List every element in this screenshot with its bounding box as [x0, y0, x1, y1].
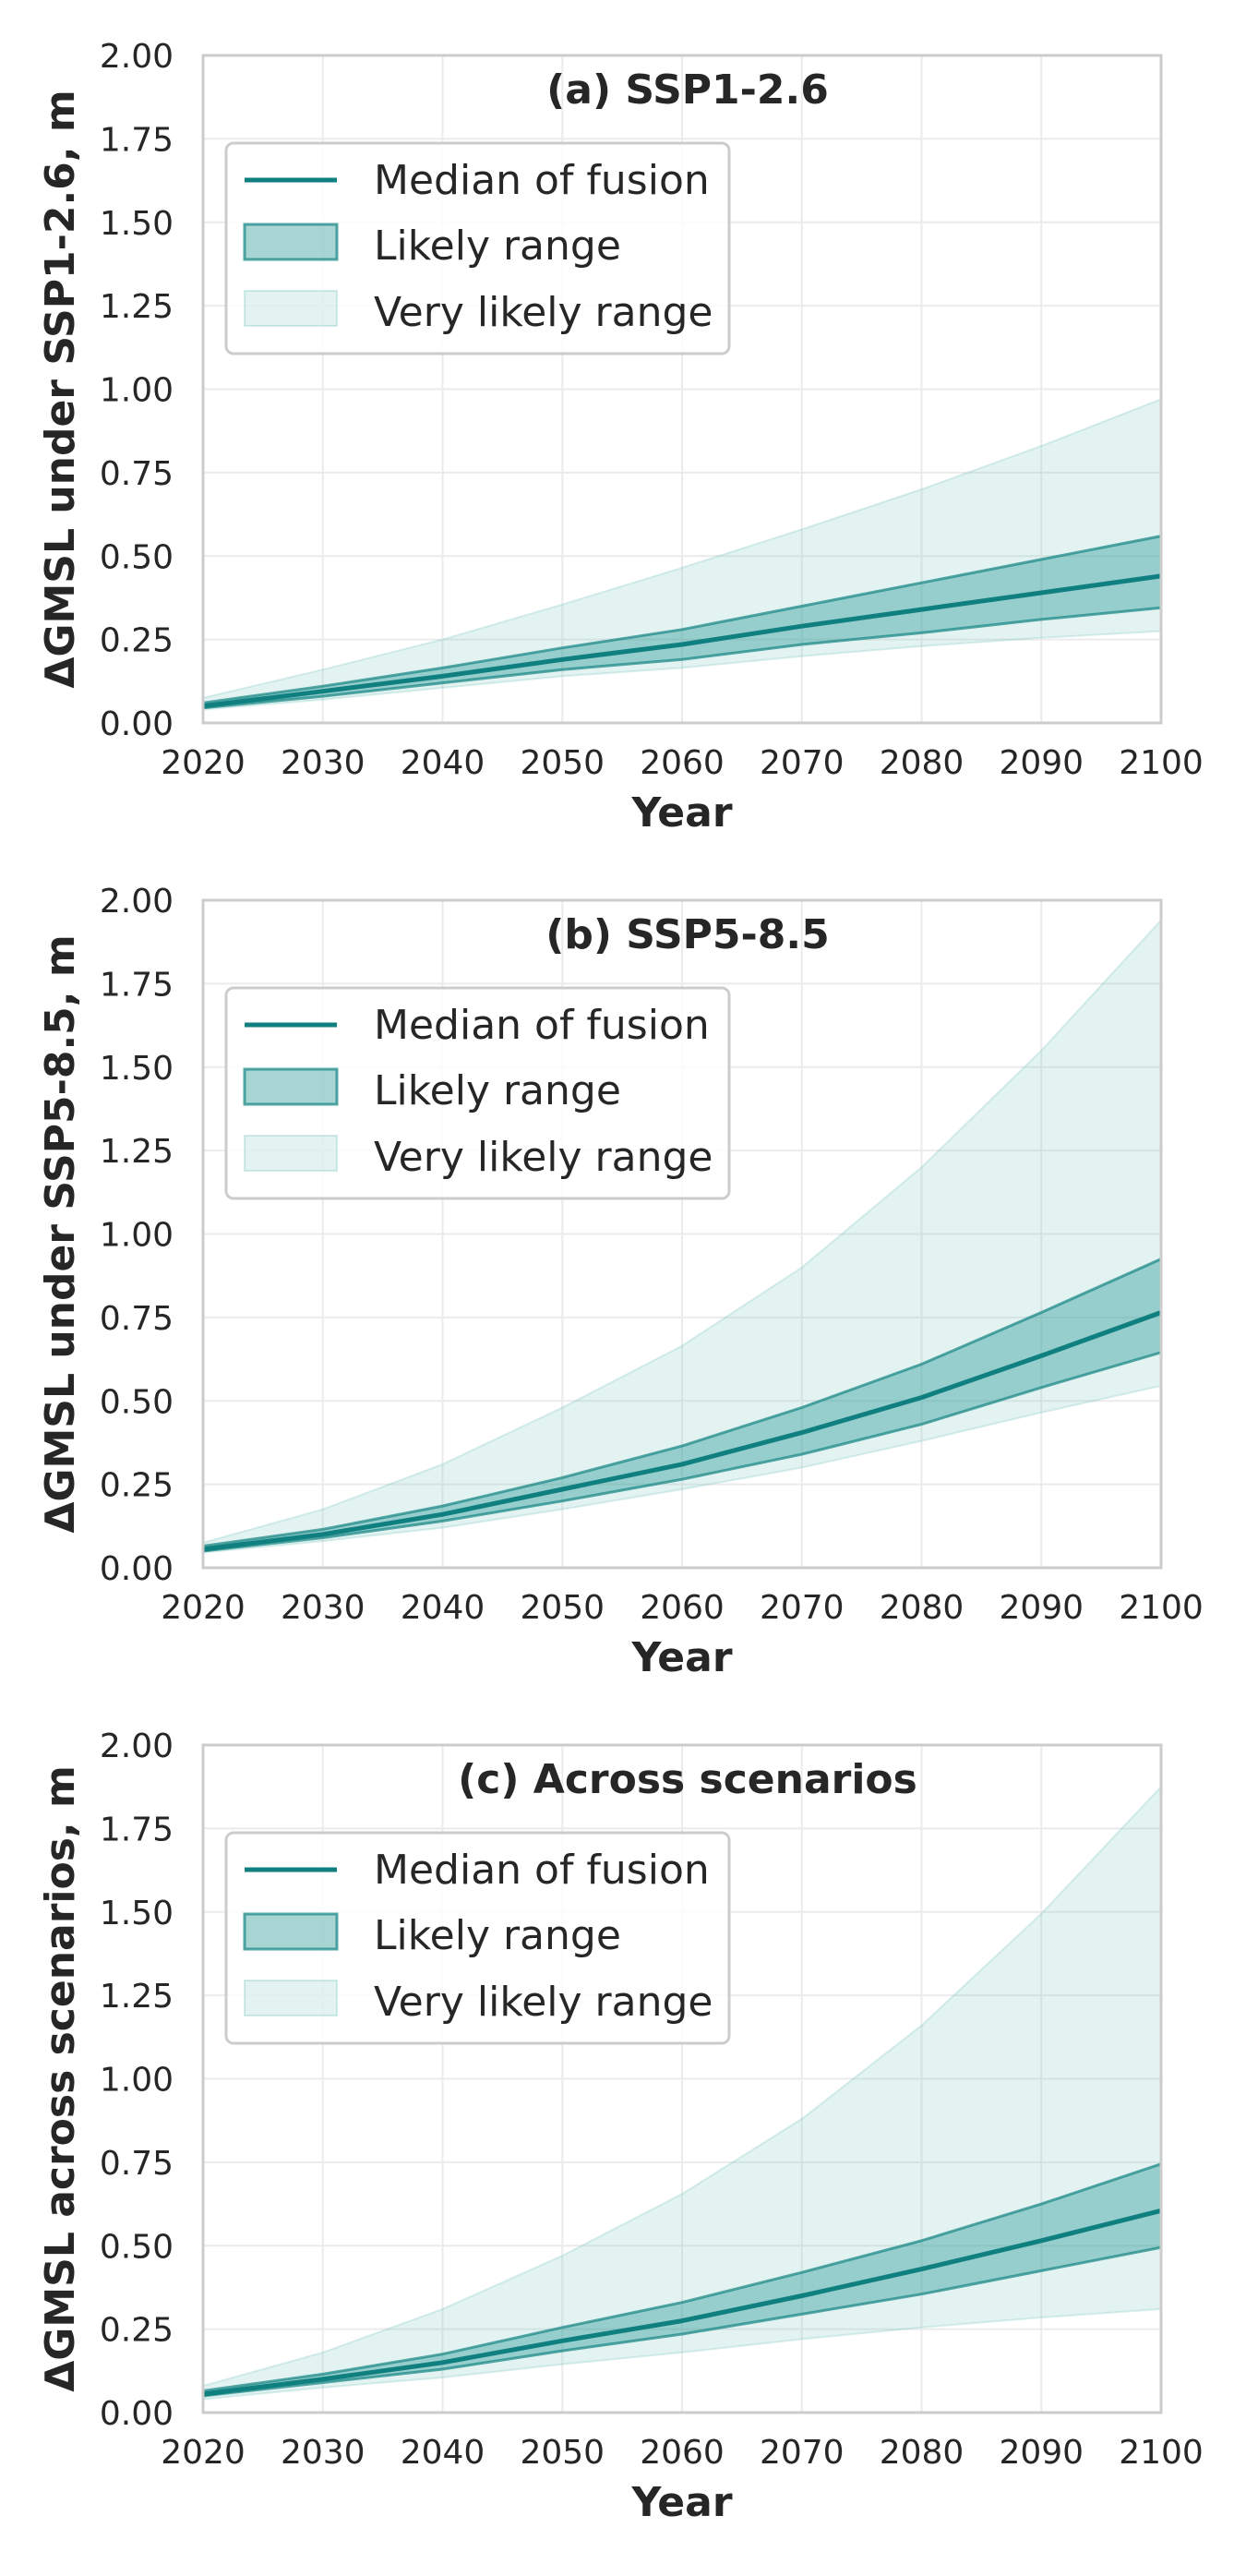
legend-box [224, 141, 731, 355]
legend-very-likely-swatch [244, 1980, 338, 2016]
panel-title: (c) Across scenarios [458, 1756, 917, 1803]
y-tick-label: 0.00 [100, 705, 174, 743]
x-axis-label: Year [630, 789, 732, 837]
y-tick-label: 0.50 [100, 2228, 174, 2266]
y-tick-label: 0.00 [100, 1550, 174, 1588]
y-tick-label: 0.75 [100, 455, 174, 493]
x-tick-label: 2070 [760, 2434, 845, 2472]
x-tick-label: 2040 [401, 744, 485, 782]
legend-median-label: Median of fusion [374, 1847, 710, 1894]
x-tick-label: 2050 [520, 2434, 605, 2472]
y-tick-label: 0.50 [100, 1383, 174, 1421]
y-axis-label: ΔGMSL under SSP5-8.5, m [37, 934, 84, 1533]
y-tick-label: 1.50 [100, 205, 174, 243]
y-axis-label: ΔGMSL under SSP1-2.6, m [37, 90, 84, 688]
y-tick-label: 2.00 [100, 883, 174, 921]
y-tick-label: 1.50 [100, 1050, 174, 1088]
x-tick-label: 2080 [880, 1589, 964, 1627]
y-tick-label: 0.25 [100, 1467, 174, 1505]
x-tick-label: 2050 [520, 1589, 605, 1627]
y-tick-label: 1.25 [100, 1978, 174, 2016]
plot-frame [201, 54, 1163, 725]
legend-median-label: Median of fusion [374, 1002, 710, 1049]
panel-title: (a) SSP1-2.6 [546, 66, 829, 114]
legend-likely-label: Likely range [374, 1912, 621, 1959]
y-tick-label: 1.75 [100, 966, 174, 1004]
legend: Median of fusion Likely range Very likely … [224, 1831, 731, 2045]
x-tick-label: 2080 [880, 2434, 964, 2472]
y-tick-label: 1.00 [100, 372, 174, 410]
x-tick-label: 2100 [1119, 1589, 1204, 1627]
x-tick-label: 2070 [760, 1589, 845, 1627]
x-tick-label: 2050 [520, 744, 605, 782]
x-tick-label: 2020 [161, 744, 246, 782]
x-axis-label: Year [630, 2479, 732, 2526]
legend-very-likely-label: Very likely range [374, 1979, 713, 2026]
panel-2: 0.00 0.25 0.50 0.75 1.00 1.25 1.50 1.75 2.00 2020… [37, 883, 1204, 1681]
legend-likely-swatch [243, 1067, 339, 1106]
legend-median-label: Median of fusion [374, 157, 710, 204]
y-tick-label: 0.75 [100, 2145, 174, 2183]
legend-box [224, 986, 731, 1200]
x-tick-label: 2030 [281, 2434, 365, 2472]
y-tick-label: 1.25 [100, 1133, 174, 1171]
y-tick-label: 1.00 [100, 1217, 174, 1255]
legend-box [224, 1831, 731, 2045]
legend-very-likely-label: Very likely range [374, 1134, 713, 1181]
median-line [202, 573, 1162, 709]
y-tick-label: 0.50 [100, 538, 174, 576]
x-axis-label: Year [630, 1634, 732, 1681]
legend: Median of fusion Likely range Very likely … [224, 986, 731, 1200]
y-tick-label: 1.75 [100, 121, 174, 159]
y-tick-label: 2.00 [100, 38, 174, 76]
x-tick-label: 2030 [281, 744, 365, 782]
median-line [202, 2208, 1162, 2397]
y-tick-label: 1.25 [100, 288, 174, 326]
legend-likely-swatch [243, 223, 339, 261]
panel-title: (b) SSP5-8.5 [545, 911, 830, 958]
x-tick-label: 2100 [1119, 2434, 1204, 2472]
y-tick-label: 0.00 [100, 2395, 174, 2433]
panel-3: 0.00 0.25 0.50 0.75 1.00 1.25 1.50 1.75 2.00 2020… [37, 1727, 1204, 2526]
plot-frame [201, 1743, 1163, 2414]
legend: Median of fusion Likely range Very likely … [224, 141, 731, 355]
x-tick-label: 2090 [999, 2434, 1084, 2472]
y-tick-label: 2.00 [100, 1727, 174, 1765]
x-tick-label: 2020 [161, 1589, 246, 1627]
x-tick-label: 2070 [760, 744, 845, 782]
x-tick-label: 2100 [1119, 744, 1204, 782]
x-tick-label: 2040 [401, 2434, 485, 2472]
y-tick-label: 0.75 [100, 1300, 174, 1338]
x-tick-label: 2080 [880, 744, 964, 782]
x-tick-label: 2030 [281, 1589, 365, 1627]
legend-very-likely-swatch [244, 1135, 338, 1172]
legend-likely-label: Likely range [374, 223, 621, 270]
y-axis-label: ΔGMSL across scenarios, m [37, 1765, 84, 2392]
y-tick-label: 0.25 [100, 2312, 174, 2350]
x-tick-label: 2060 [640, 1589, 725, 1627]
panel-1: 0.00 0.25 0.50 0.75 1.00 1.25 1.50 1.75 2.00 2020… [37, 38, 1204, 837]
x-tick-label: 2060 [640, 2434, 725, 2472]
x-tick-label: 2060 [640, 744, 725, 782]
legend-likely-swatch [243, 1912, 339, 1951]
median-line [202, 1310, 1162, 1552]
x-tick-label: 2090 [999, 1589, 1084, 1627]
y-tick-label: 1.75 [100, 1811, 174, 1848]
y-tick-label: 0.25 [100, 622, 174, 660]
legend-very-likely-swatch [244, 290, 338, 327]
plot-frame [201, 898, 1163, 1570]
y-tick-label: 1.50 [100, 1895, 174, 1932]
y-tick-label: 1.00 [100, 2062, 174, 2100]
x-tick-label: 2040 [401, 1589, 485, 1627]
legend-likely-label: Likely range [374, 1067, 621, 1114]
legend-very-likely-label: Very likely range [374, 289, 713, 336]
x-tick-label: 2020 [161, 2434, 246, 2472]
x-tick-label: 2090 [999, 744, 1084, 782]
